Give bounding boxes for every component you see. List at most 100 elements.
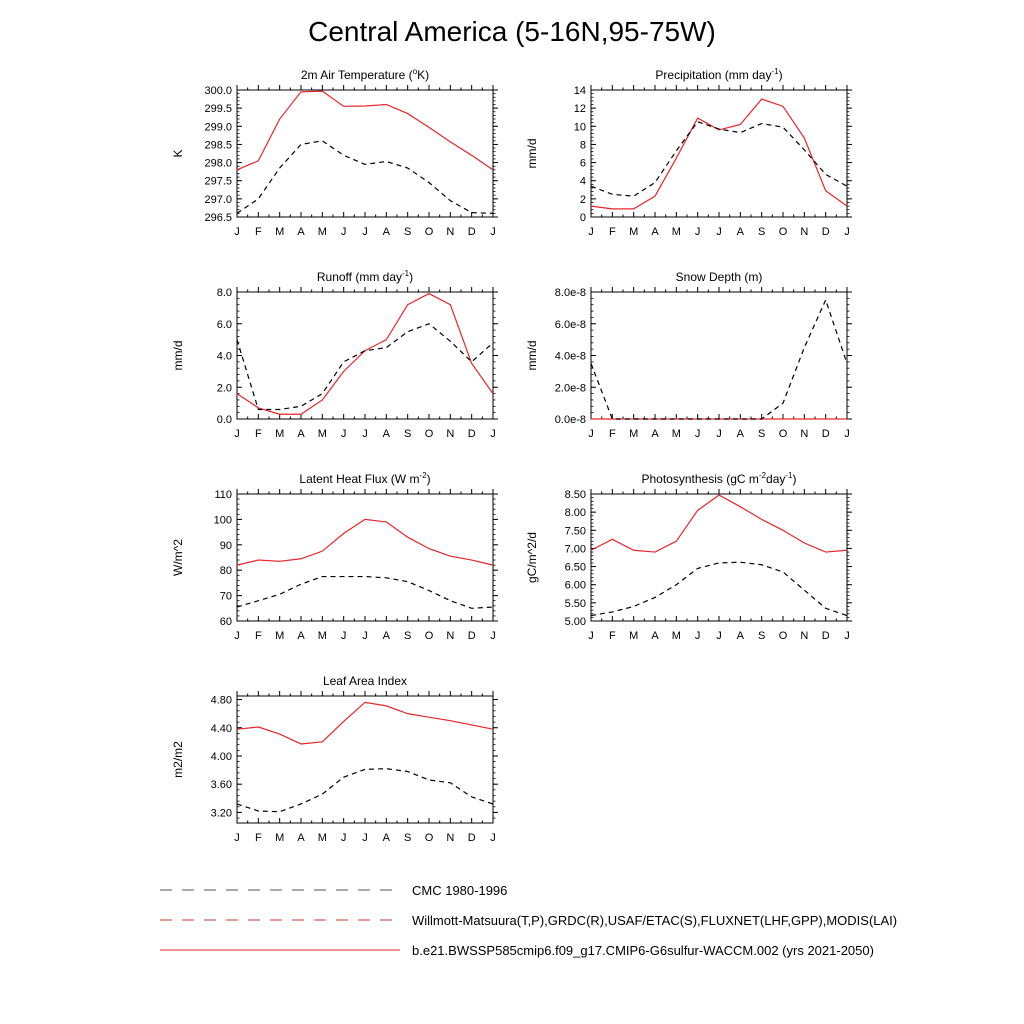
x-tick-label: J — [490, 428, 496, 440]
y-tick-label: 6.50 — [565, 562, 586, 574]
x-tick-label: M — [318, 226, 327, 238]
y-tick-label: 6 — [580, 158, 586, 170]
x-tick-label: J — [716, 226, 722, 238]
chart-panel-6: Leaf Area Index J F M A M J J A S O N D J 4.80 4.40 4.00… — [171, 674, 498, 844]
y-tick-label: 0.0e-8 — [555, 414, 586, 426]
x-tick-label: F — [255, 630, 262, 642]
x-tick-label: F — [609, 630, 616, 642]
y-tick-label: 6.0 — [217, 319, 232, 331]
x-tick-label: S — [404, 226, 411, 238]
y-axis-label: mm/d — [525, 341, 539, 371]
y-tick-label: 4.00 — [211, 751, 232, 763]
x-tick-label: D — [468, 630, 476, 642]
y-tick-label: 4.0e-8 — [555, 351, 586, 363]
obs-series-line — [236, 575, 494, 609]
legend-label: b.e21.BWSSP585cmip6.f09_g17.CMIP6-G6sulf… — [412, 943, 874, 958]
x-tick-label: J — [341, 630, 347, 642]
model-series-line — [236, 518, 494, 566]
x-tick-label: N — [800, 428, 808, 440]
obs-series-line — [236, 140, 494, 214]
y-tick-label: 80 — [220, 565, 232, 577]
y-tick-label: 10 — [574, 121, 586, 133]
x-tick-label: N — [446, 226, 454, 238]
x-tick-label: J — [362, 226, 368, 238]
chart-title: Runoff (mm day-1) — [317, 269, 413, 284]
y-tick-label: 60 — [220, 616, 232, 628]
chart-panel-4: Latent Heat Flux (W m-2) J F M A M J J A S O N D J 110… — [171, 471, 498, 642]
model-series-line — [236, 292, 494, 415]
x-tick-label: D — [468, 832, 476, 844]
y-tick-label: 299.0 — [204, 121, 232, 133]
obs-series-line — [236, 323, 494, 411]
x-tick-label: M — [629, 226, 638, 238]
obs-series-line — [236, 768, 494, 813]
y-tick-label: 4.80 — [211, 695, 232, 707]
y-tick-label: 14 — [574, 85, 586, 97]
x-tick-label: J — [490, 630, 496, 642]
y-tick-label: 8.50 — [565, 489, 586, 501]
x-tick-label: A — [651, 226, 659, 238]
x-tick-label: J — [716, 428, 722, 440]
x-tick-label: D — [822, 428, 830, 440]
x-tick-label: M — [672, 428, 681, 440]
x-tick-label: J — [490, 832, 496, 844]
y-axis-label: W/m^2 — [171, 539, 185, 576]
chart-title: Snow Depth (m) — [676, 270, 763, 284]
x-tick-label: A — [737, 226, 745, 238]
x-tick-label: A — [297, 226, 305, 238]
chart-title: Photosynthesis (gC m-2day-1) — [642, 471, 797, 486]
x-tick-label: A — [737, 428, 745, 440]
y-tick-label: 2.0e-8 — [555, 382, 586, 394]
x-tick-label: J — [844, 630, 850, 642]
x-tick-label: N — [446, 630, 454, 642]
y-tick-label: 6.00 — [565, 580, 586, 592]
y-tick-label: 8.0e-8 — [555, 287, 586, 299]
x-tick-label: M — [318, 428, 327, 440]
x-tick-label: J — [844, 428, 850, 440]
y-axis-label: gC/m^2/d — [525, 532, 539, 583]
y-tick-label: 298.0 — [204, 158, 232, 170]
x-tick-label: J — [234, 226, 240, 238]
y-axis-label: mm/d — [525, 139, 539, 169]
x-tick-label: M — [275, 832, 284, 844]
y-tick-label: 5.00 — [565, 616, 586, 628]
x-tick-label: F — [255, 428, 262, 440]
model-series-line — [590, 98, 848, 210]
x-tick-label: O — [425, 630, 434, 642]
y-tick-label: 4 — [580, 176, 586, 188]
obs-series-line — [590, 121, 848, 197]
x-tick-label: J — [716, 630, 722, 642]
y-tick-label: 8.00 — [565, 507, 586, 519]
chart-title: Precipitation (mm day-1) — [655, 67, 782, 82]
x-tick-label: J — [362, 832, 368, 844]
x-tick-label: A — [297, 428, 305, 440]
y-tick-label: 7.00 — [565, 543, 586, 555]
y-tick-label: 100 — [214, 514, 232, 526]
page-title: Central America (5-16N,95-75W) — [308, 16, 716, 47]
chart-title: 2m Air Temperature (oK) — [301, 67, 429, 82]
x-tick-label: D — [468, 428, 476, 440]
x-tick-label: N — [446, 428, 454, 440]
legend-label: Willmott-Matsuura(T,P),GRDC(R),USAF/ETAC… — [412, 913, 897, 928]
chart-panel-3: Snow Depth (m) J F M A M J J A S O N D J 8.0e-8 6.0e-8 4… — [525, 270, 852, 440]
model-series-line — [590, 494, 848, 553]
x-tick-label: J — [341, 226, 347, 238]
plot-frame — [236, 89, 494, 218]
x-tick-label: M — [629, 630, 638, 642]
x-tick-label: S — [404, 630, 411, 642]
x-tick-label: N — [800, 630, 808, 642]
x-tick-label: S — [404, 832, 411, 844]
x-tick-label: D — [822, 630, 830, 642]
y-tick-label: 300.0 — [204, 85, 232, 97]
x-tick-label: M — [629, 428, 638, 440]
x-tick-label: S — [758, 630, 765, 642]
x-tick-label: N — [800, 226, 808, 238]
model-series-line — [236, 90, 494, 171]
plot-frame — [236, 695, 494, 824]
plot-frame — [590, 291, 848, 420]
x-tick-label: A — [383, 630, 391, 642]
y-tick-label: 5.50 — [565, 598, 586, 610]
chart-panel-1: Precipitation (mm day-1) J F M A M J J A S O N D J 14 1… — [525, 67, 852, 238]
y-axis-label: mm/d — [171, 341, 185, 371]
